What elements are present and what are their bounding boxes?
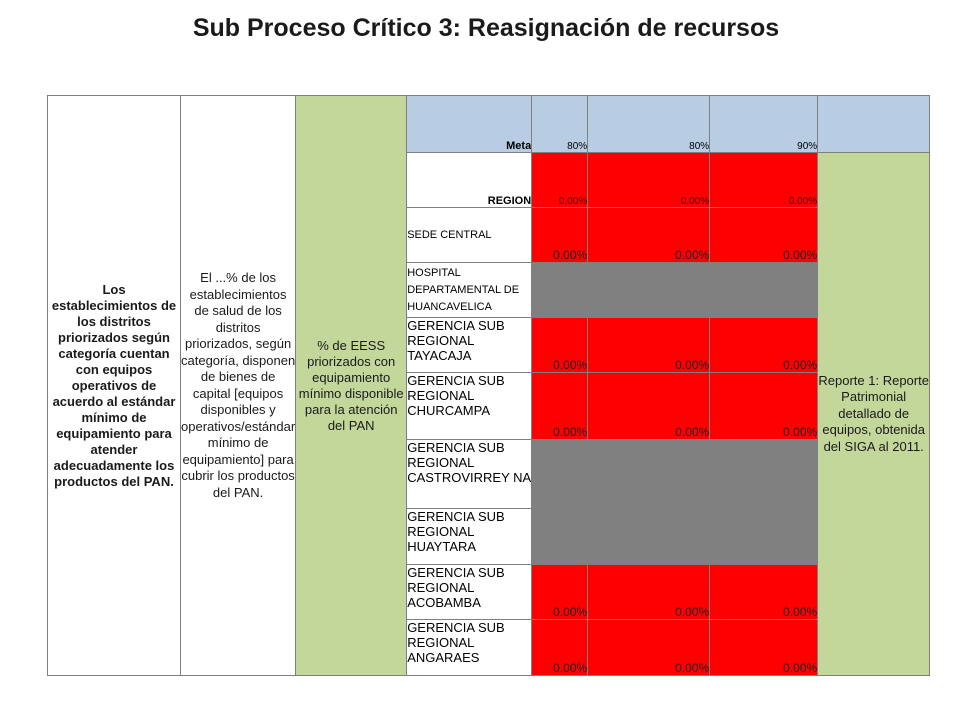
- table-row: GERENCIA SUB REGIONAL TAYACAJA 0.00% 0.00%…: [48, 317, 930, 373]
- source-report: Reporte 1: Reporte Patrimonial detallado…: [817, 152, 931, 676]
- table-row: GERENCIA SUB REGIONAL HUAYTARA: [48, 508, 930, 565]
- indicator-description: Los establecimientos de los distritos pr…: [47, 95, 181, 676]
- row-name: SEDE CENTRAL: [406, 207, 533, 263]
- row-value: [587, 262, 711, 318]
- table-row: GERENCIA SUB REGIONAL CHURCAMPA 0.00% 0.00…: [48, 372, 930, 440]
- region-value: 0.00%: [709, 152, 819, 208]
- row-name: GERENCIA SUB REGIONAL TAYACAJA: [406, 317, 533, 373]
- row-name: GERENCIA SUB REGIONAL CHURCAMPA: [406, 372, 533, 440]
- row-name: GERENCIA SUB REGIONAL ACOBAMBA: [406, 564, 533, 620]
- row-value: [531, 508, 589, 565]
- row-value: 0.00%: [531, 317, 589, 373]
- row-value: 0.00%: [587, 564, 711, 620]
- meta-value: 80%: [531, 95, 589, 153]
- row-value: [709, 508, 819, 565]
- indicator-table: Los establecimientos de los distritos pr…: [47, 95, 931, 676]
- row-value: 0.00%: [531, 619, 589, 676]
- meta-value: 90%: [709, 95, 819, 153]
- row-value: 0.00%: [709, 619, 819, 676]
- row-value: [531, 262, 589, 318]
- row-value: 0.00%: [531, 372, 589, 440]
- row-value: 0.00%: [531, 564, 589, 620]
- table-row: GERENCIA SUB REGIONAL ACOBAMBA 0.00% 0.00%…: [48, 564, 930, 620]
- row-value: 0.00%: [709, 207, 819, 263]
- table-row: HOSPITAL DEPARTAMENTAL DE HUANCAVELICA: [48, 262, 930, 318]
- region-label: REGION: [406, 152, 533, 208]
- row-value: [587, 439, 711, 509]
- row-value: 0.00%: [709, 564, 819, 620]
- row-value: 0.00%: [709, 317, 819, 373]
- table-row: GERENCIA SUB REGIONAL CASTROVIRREY NA: [48, 439, 930, 509]
- row-value: 0.00%: [709, 372, 819, 440]
- row-value: [531, 439, 589, 509]
- row-value: [709, 439, 819, 509]
- row-value: 0.00%: [531, 207, 589, 263]
- region-value: 0.00%: [531, 152, 589, 208]
- row-value: [709, 262, 819, 318]
- row-value: 0.00%: [587, 619, 711, 676]
- row-value: 0.00%: [587, 372, 711, 440]
- table-row: SEDE CENTRAL 0.00% 0.00% 0.00%: [48, 207, 930, 263]
- meta-value: 80%: [587, 95, 711, 153]
- row-name: HOSPITAL DEPARTAMENTAL DE HUANCAVELICA: [406, 262, 533, 318]
- row-name: GERENCIA SUB REGIONAL ANGARAES: [406, 619, 533, 676]
- indicator-measure: % de EESS priorizados con equipamiento m…: [295, 95, 408, 676]
- row-value: 0.00%: [587, 207, 711, 263]
- row-name: GERENCIA SUB REGIONAL HUAYTARA: [406, 508, 533, 565]
- row-value: 0.00%: [587, 317, 711, 373]
- row-value: [587, 508, 711, 565]
- page-title: Sub Proceso Crítico 3: Reasignación de r…: [192, 14, 780, 42]
- indicator-definition: El ...% de los establecimientos de salud…: [179, 95, 297, 676]
- meta-label: Meta: [406, 95, 533, 153]
- region-value: 0.00%: [587, 152, 711, 208]
- meta-empty-cell: [817, 95, 931, 153]
- row-name: GERENCIA SUB REGIONAL CASTROVIRREY NA: [406, 439, 533, 509]
- table-row: GERENCIA SUB REGIONAL ANGARAES 0.00% 0.00%…: [48, 619, 930, 676]
